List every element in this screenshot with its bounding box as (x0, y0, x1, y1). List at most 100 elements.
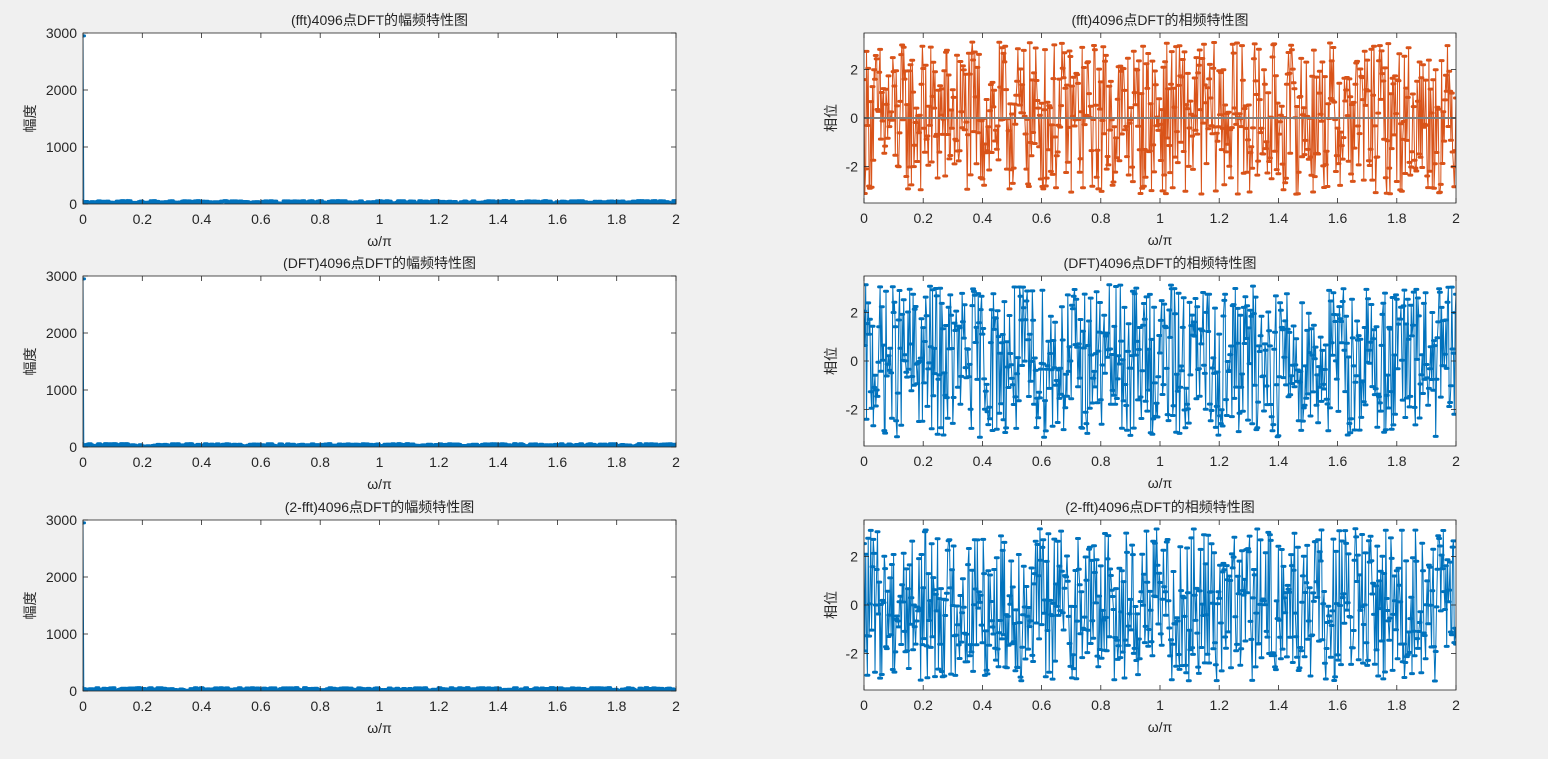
x-tick-label: 0.2 (133, 211, 153, 227)
y-tick-label: 2 (850, 61, 858, 77)
x-tick-label: 2 (1452, 697, 1460, 713)
axes-background (83, 33, 676, 204)
y-tick-label: 2000 (46, 569, 77, 585)
x-tick-label: 1.4 (488, 454, 508, 470)
x-tick-label: 1.4 (488, 211, 508, 227)
x-tick-label: 1 (376, 698, 384, 714)
y-tick-label: -2 (846, 402, 859, 418)
x-tick-label: 1.6 (1328, 697, 1348, 713)
x-tick-label: 2 (1452, 210, 1460, 226)
x-tick-label: 1.6 (548, 454, 568, 470)
x-tick-label: 0 (79, 211, 87, 227)
chart-title: (2-fft)4096点DFT的幅频特性图 (285, 499, 475, 515)
x-tick-label: 0.6 (251, 211, 271, 227)
series-markers-1 (864, 283, 1456, 439)
x-tick-label: 0 (860, 453, 868, 469)
x-tick-label: 1.4 (488, 698, 508, 714)
x-tick-label: 0.4 (973, 210, 993, 226)
y-tick-label: 0 (69, 439, 77, 455)
x-tick-label: 0.8 (310, 211, 330, 227)
x-tick-label: 1.8 (607, 454, 627, 470)
subplot-5: 0 0.2 0.4 0.6 0.8 1 1.2 1.4 1.6 1.8 2 0 1000 2000 3000… (22, 499, 680, 736)
y-axis-label: 幅度 (22, 592, 38, 620)
axes-background (83, 276, 676, 447)
y-tick-label: 2000 (46, 82, 77, 98)
y-axis-label: 幅度 (22, 105, 38, 133)
y-axis-label: 幅度 (22, 348, 38, 376)
axes-background (83, 520, 676, 691)
x-tick-label: 1.2 (1209, 453, 1229, 469)
x-axis-label: ω/π (1148, 475, 1173, 491)
x-tick-label: 1 (376, 454, 384, 470)
x-tick-label: 1.4 (1269, 453, 1289, 469)
y-tick-label: 3000 (46, 268, 77, 284)
x-tick-label: 0.4 (192, 211, 212, 227)
subplot-6: 0 0.2 0.4 0.6 0.8 1 1.2 1.4 1.6 1.8 2 -2 0 2 (2-fft)40… (823, 499, 1460, 735)
x-tick-label: 0.8 (310, 454, 330, 470)
x-tick-label: 2 (672, 454, 680, 470)
x-tick-label: 1.8 (607, 698, 627, 714)
y-axis-label: 相位 (823, 591, 839, 619)
x-tick-label: 0.2 (133, 454, 153, 470)
x-tick-label: 1.6 (548, 698, 568, 714)
x-tick-label: 1.8 (607, 211, 627, 227)
x-axis-label: ω/π (367, 476, 392, 492)
y-tick-label: 3000 (46, 512, 77, 528)
x-tick-label: 1.4 (1269, 210, 1289, 226)
subplot-1: 0 0.2 0.4 0.6 0.8 1 1.2 1.4 1.6 1.8 2 0 1000 2000 3000… (22, 12, 680, 249)
subplot-4: 0 0.2 0.4 0.6 0.8 1 1.2 1.4 1.6 1.8 2 -2 0 2 (DFT)4096… (823, 255, 1460, 491)
x-tick-label: 0.2 (913, 697, 933, 713)
y-axis-label: 相位 (823, 104, 839, 132)
x-tick-label: 0.8 (1091, 697, 1111, 713)
x-tick-label: 1.2 (429, 698, 449, 714)
y-tick-label: 1000 (46, 139, 77, 155)
x-tick-label: 1.2 (1209, 697, 1229, 713)
y-tick-label: -2 (846, 159, 859, 175)
x-tick-label: 1.8 (1387, 210, 1407, 226)
plot-area (864, 527, 1456, 683)
x-tick-label: 1 (1156, 697, 1164, 713)
x-tick-label: 1 (1156, 453, 1164, 469)
x-tick-label: 0.8 (1091, 453, 1111, 469)
y-tick-label: 2000 (46, 325, 77, 341)
x-tick-label: 0.6 (1032, 210, 1052, 226)
y-tick-label: 3000 (46, 25, 77, 41)
y-tick-label: -2 (846, 646, 859, 662)
plot-area (864, 283, 1456, 439)
series-markers-1 (864, 40, 1456, 196)
y-tick-label: 0 (850, 597, 858, 613)
x-tick-label: 0.6 (1032, 453, 1052, 469)
subplot-2: 0 0.2 0.4 0.6 0.8 1 1.2 1.4 1.6 1.8 2 -2 0 2 (fft)4096… (823, 12, 1460, 248)
x-tick-label: 0 (860, 697, 868, 713)
plot-area (864, 40, 1456, 196)
x-tick-label: 0.4 (192, 698, 212, 714)
y-tick-label: 0 (850, 353, 858, 369)
series-markers-1 (864, 527, 1456, 683)
x-tick-label: 1.6 (1328, 453, 1348, 469)
x-tick-label: 0 (79, 698, 87, 714)
x-tick-label: 0.2 (913, 210, 933, 226)
x-tick-label: 1.2 (429, 211, 449, 227)
x-tick-label: 2 (1452, 453, 1460, 469)
chart-title: (2-fft)4096点DFT的相频特性图 (1065, 499, 1255, 515)
x-tick-label: 1.4 (1269, 697, 1289, 713)
x-tick-label: 0.8 (310, 698, 330, 714)
x-tick-label: 1.2 (1209, 210, 1229, 226)
x-tick-label: 0.2 (133, 698, 153, 714)
y-tick-label: 0 (850, 110, 858, 126)
series-markers-1 (83, 521, 676, 691)
chart-title: (DFT)4096点DFT的幅频特性图 (283, 255, 476, 271)
x-tick-label: 1 (1156, 210, 1164, 226)
x-tick-label: 0.4 (973, 453, 993, 469)
y-axis-label: 相位 (823, 347, 839, 375)
x-tick-label: 0.2 (913, 453, 933, 469)
chart-title: (DFT)4096点DFT的相频特性图 (1064, 255, 1257, 271)
y-tick-label: 0 (69, 196, 77, 212)
x-tick-label: 0.6 (251, 454, 271, 470)
y-tick-label: 2 (850, 304, 858, 320)
x-tick-label: 0.8 (1091, 210, 1111, 226)
y-tick-label: 1000 (46, 626, 77, 642)
x-tick-label: 0 (860, 210, 868, 226)
